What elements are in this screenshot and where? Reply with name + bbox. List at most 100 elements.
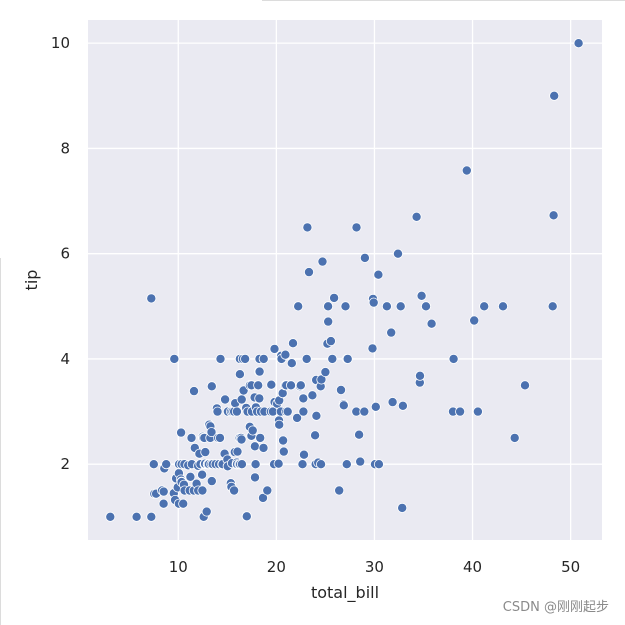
data-point bbox=[234, 369, 245, 380]
data-point bbox=[354, 429, 365, 440]
data-point bbox=[158, 486, 169, 497]
data-point bbox=[249, 441, 260, 452]
data-point bbox=[461, 165, 472, 176]
data-point bbox=[386, 327, 397, 338]
x-axis-label: total_bill bbox=[311, 583, 379, 603]
data-point bbox=[214, 432, 225, 443]
data-point bbox=[262, 485, 273, 496]
data-point bbox=[292, 412, 303, 423]
data-point bbox=[509, 432, 520, 443]
data-point bbox=[311, 410, 322, 421]
data-point bbox=[286, 358, 297, 369]
data-point bbox=[298, 393, 309, 404]
data-point bbox=[368, 297, 379, 308]
data-point bbox=[287, 338, 298, 349]
data-point bbox=[397, 502, 408, 513]
x-tick-label: 30 bbox=[365, 558, 384, 576]
data-point bbox=[323, 316, 334, 327]
data-point bbox=[231, 406, 242, 417]
data-point bbox=[253, 380, 264, 391]
data-point bbox=[479, 301, 490, 312]
x-tick-label: 20 bbox=[267, 558, 286, 576]
data-point bbox=[148, 459, 159, 470]
data-point bbox=[370, 401, 381, 412]
data-point bbox=[335, 384, 346, 395]
data-point bbox=[273, 458, 284, 469]
watermark: CSDN @刚刚起步 bbox=[502, 600, 609, 615]
data-point bbox=[266, 379, 277, 390]
plot-area bbox=[88, 20, 602, 540]
data-point bbox=[392, 248, 403, 259]
data-point bbox=[325, 336, 336, 347]
data-point bbox=[472, 406, 483, 417]
data-point bbox=[269, 343, 280, 354]
frame-top-rule bbox=[262, 0, 625, 1]
data-point bbox=[197, 469, 208, 480]
data-point bbox=[236, 394, 247, 405]
data-point bbox=[297, 459, 308, 470]
data-point bbox=[373, 459, 384, 470]
data-point bbox=[131, 511, 142, 522]
y-tick-label: 4 bbox=[60, 350, 70, 368]
x-tick-label: 40 bbox=[463, 558, 482, 576]
data-point bbox=[105, 511, 116, 522]
data-point bbox=[293, 301, 304, 312]
data-point bbox=[373, 269, 384, 280]
data-point bbox=[254, 393, 265, 404]
data-point bbox=[278, 446, 289, 457]
data-point bbox=[169, 353, 180, 364]
data-point bbox=[497, 301, 508, 312]
data-point bbox=[200, 447, 211, 458]
data-point bbox=[206, 381, 217, 392]
data-point bbox=[520, 380, 531, 391]
data-point bbox=[317, 256, 328, 267]
data-point bbox=[236, 459, 247, 470]
data-point bbox=[278, 435, 289, 446]
data-point bbox=[426, 318, 437, 329]
data-point bbox=[232, 446, 243, 457]
data-point bbox=[411, 211, 422, 222]
data-point bbox=[240, 353, 251, 364]
data-point bbox=[185, 471, 196, 482]
data-point bbox=[186, 432, 197, 443]
data-point bbox=[158, 498, 169, 509]
data-point bbox=[469, 315, 480, 326]
data-point bbox=[342, 353, 353, 364]
data-point bbox=[387, 397, 398, 408]
data-point bbox=[548, 210, 559, 221]
data-point bbox=[547, 301, 558, 312]
data-point bbox=[301, 353, 312, 364]
data-point bbox=[258, 353, 269, 364]
data-point bbox=[298, 406, 309, 417]
data-point bbox=[188, 386, 199, 397]
data-point bbox=[212, 406, 223, 417]
data-point bbox=[302, 222, 313, 233]
data-point bbox=[395, 301, 406, 312]
data-point bbox=[257, 492, 268, 503]
data-point bbox=[327, 353, 338, 364]
data-point bbox=[549, 90, 560, 101]
data-point bbox=[340, 301, 351, 312]
y-tick-label: 8 bbox=[60, 139, 70, 157]
data-point bbox=[254, 366, 265, 377]
data-point bbox=[206, 476, 217, 487]
data-point bbox=[359, 252, 370, 263]
data-point bbox=[397, 400, 408, 411]
data-point bbox=[359, 406, 370, 417]
data-point bbox=[420, 301, 431, 312]
data-point bbox=[220, 394, 231, 405]
data-point bbox=[310, 430, 321, 441]
data-point bbox=[355, 456, 366, 467]
data-point bbox=[334, 485, 345, 496]
data-point bbox=[241, 511, 252, 522]
data-point bbox=[274, 419, 285, 430]
data-point bbox=[206, 427, 217, 438]
data-point bbox=[161, 459, 172, 470]
data-point bbox=[229, 485, 240, 496]
data-point bbox=[455, 406, 466, 417]
data-point bbox=[414, 370, 425, 381]
data-point bbox=[215, 353, 226, 364]
data-point bbox=[236, 434, 247, 445]
data-point bbox=[280, 349, 291, 360]
data-point bbox=[323, 301, 334, 312]
